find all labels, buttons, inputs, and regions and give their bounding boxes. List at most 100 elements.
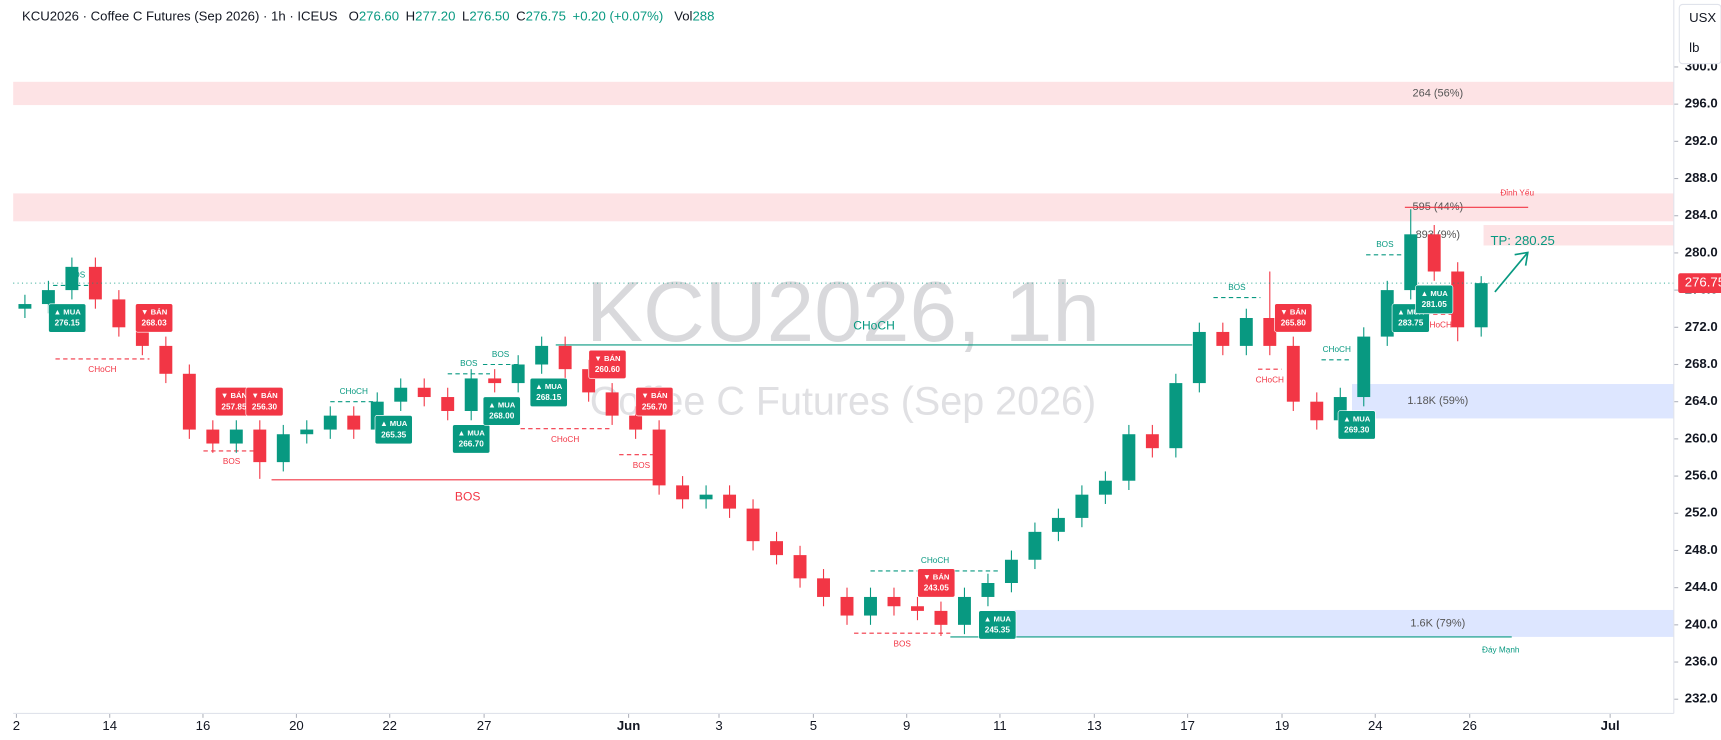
candle-body (511, 364, 525, 384)
candle-body (18, 304, 32, 309)
x-tick-label: 22 (382, 718, 397, 733)
x-tick-label: 5 (810, 718, 817, 733)
x-tick-label: 11 (993, 718, 1007, 733)
candle-body (41, 290, 55, 305)
signal-price: 268.15 (536, 393, 562, 402)
candle-body (934, 610, 948, 625)
signal-side: ▲ MUA (535, 382, 563, 391)
structure-label: CHoCH (340, 387, 368, 396)
signal-price: 260.60 (595, 365, 621, 374)
candle-body (699, 494, 713, 500)
x-tick-label: 26 (1462, 718, 1477, 733)
price-tag-label: 276.75 (1685, 275, 1721, 290)
candle-body (1145, 434, 1159, 449)
signal-side: ▼ BÁN (594, 354, 621, 363)
signal-price: 281.05 (1422, 300, 1448, 309)
candle-body (323, 415, 337, 430)
structure-label: BOS (1376, 240, 1394, 249)
candle-body (1098, 480, 1112, 495)
candle-body (605, 392, 619, 416)
candle-body (558, 345, 572, 370)
zone-label: 1.6K (79%) (1410, 617, 1465, 629)
unit[interactable]: USX (1689, 10, 1716, 25)
candle-body (1239, 318, 1253, 346)
x-tick-label: 20 (289, 718, 304, 733)
candle-body (1122, 434, 1136, 481)
candle-body (1427, 234, 1441, 272)
unit[interactable]: lb (1689, 40, 1699, 55)
candle-body (65, 266, 79, 291)
x-tick-label: 14 (102, 718, 117, 733)
x-tick-label: 2 (13, 718, 20, 733)
x-tick-label: Jul (1601, 718, 1620, 733)
candle-body (112, 299, 126, 328)
target-label: TP: 280.25 (1491, 233, 1555, 248)
x-tick-label: 27 (477, 718, 492, 733)
signal-side: ▲ MUA (1421, 289, 1449, 298)
signal-tag (452, 424, 491, 454)
candle-body (676, 485, 690, 500)
candle-body (911, 606, 924, 611)
ohlc-key: H (406, 9, 416, 24)
candle-body (1192, 331, 1206, 384)
signal-tag (1274, 303, 1313, 333)
candle-body (535, 345, 549, 365)
structure-label: CHoCH (1424, 320, 1452, 329)
candle-body (652, 429, 666, 486)
signal-price: 265.80 (1281, 319, 1307, 328)
structure-label: BOS (455, 490, 480, 504)
y-tick-label: 252.0 (1685, 505, 1718, 520)
candle-body (1286, 345, 1300, 402)
signal-side: ▼ BÁN (923, 572, 950, 581)
vol-key: Vol (674, 9, 692, 24)
level-label: Đáy Mạnh (1482, 645, 1520, 654)
units-box[interactable] (1678, 3, 1721, 65)
signal-side: ▼ BÁN (141, 307, 168, 316)
ohlc-key: C (516, 9, 526, 24)
candle-body (88, 266, 102, 300)
candle-body (253, 429, 267, 463)
symbol: KCU2026 · Coffee C Futures (Sep 2026) · … (22, 9, 338, 24)
candle-body (817, 578, 830, 597)
signal-tag (48, 303, 87, 333)
signal-price: 243.05 (924, 584, 950, 593)
candle-body (182, 373, 196, 430)
signal-side: ▲ MUA (984, 614, 1012, 623)
price-tag (1678, 273, 1721, 294)
candle-body (1310, 401, 1324, 421)
structure-label: CHoCH (1256, 375, 1284, 384)
signal-tag (135, 303, 174, 333)
structure-label: BOS (1228, 283, 1246, 292)
structure-label: CHoCH (853, 318, 895, 332)
zone (13, 193, 1674, 222)
y-tick-label: 248.0 (1685, 542, 1718, 557)
x-tick-label: 17 (1180, 718, 1195, 733)
ohlc-key: L (462, 9, 469, 24)
plot: 264 (56%)595 (44%)893 (9%)1.18K (59%)1.6… (13, 58, 1718, 733)
candle-body (1474, 283, 1488, 328)
signal-price: 268.00 (489, 412, 515, 421)
structure-label: BOS (633, 461, 651, 470)
vol-value: 288 (692, 9, 714, 24)
signal-tag (1337, 410, 1376, 440)
y-tick-label: 264.0 (1685, 393, 1718, 408)
candle-body (629, 415, 643, 430)
candle-body (723, 494, 737, 509)
candle-body (1404, 234, 1418, 291)
signal-price: 268.03 (142, 319, 168, 328)
signal-price: 257.85 (221, 402, 247, 411)
signal-tag (374, 415, 413, 445)
signal-tag (917, 568, 956, 598)
structure-label: CHoCH (921, 556, 949, 565)
header: KCU2026 · Coffee C Futures (Sep 2026) · … (22, 9, 714, 24)
candle-body (887, 596, 901, 607)
candle-body (1028, 531, 1042, 560)
signal-side: ▼ BÁN (1280, 307, 1307, 316)
ohlc-value: 276.75 (526, 9, 566, 24)
candle-body (981, 582, 995, 597)
watermark-subtitle: Coffee C Futures (Sep 2026) (590, 379, 1096, 423)
candle-body (1004, 559, 1018, 583)
signal-side: ▼ BÁN (251, 391, 278, 400)
candle-body (1051, 517, 1065, 532)
